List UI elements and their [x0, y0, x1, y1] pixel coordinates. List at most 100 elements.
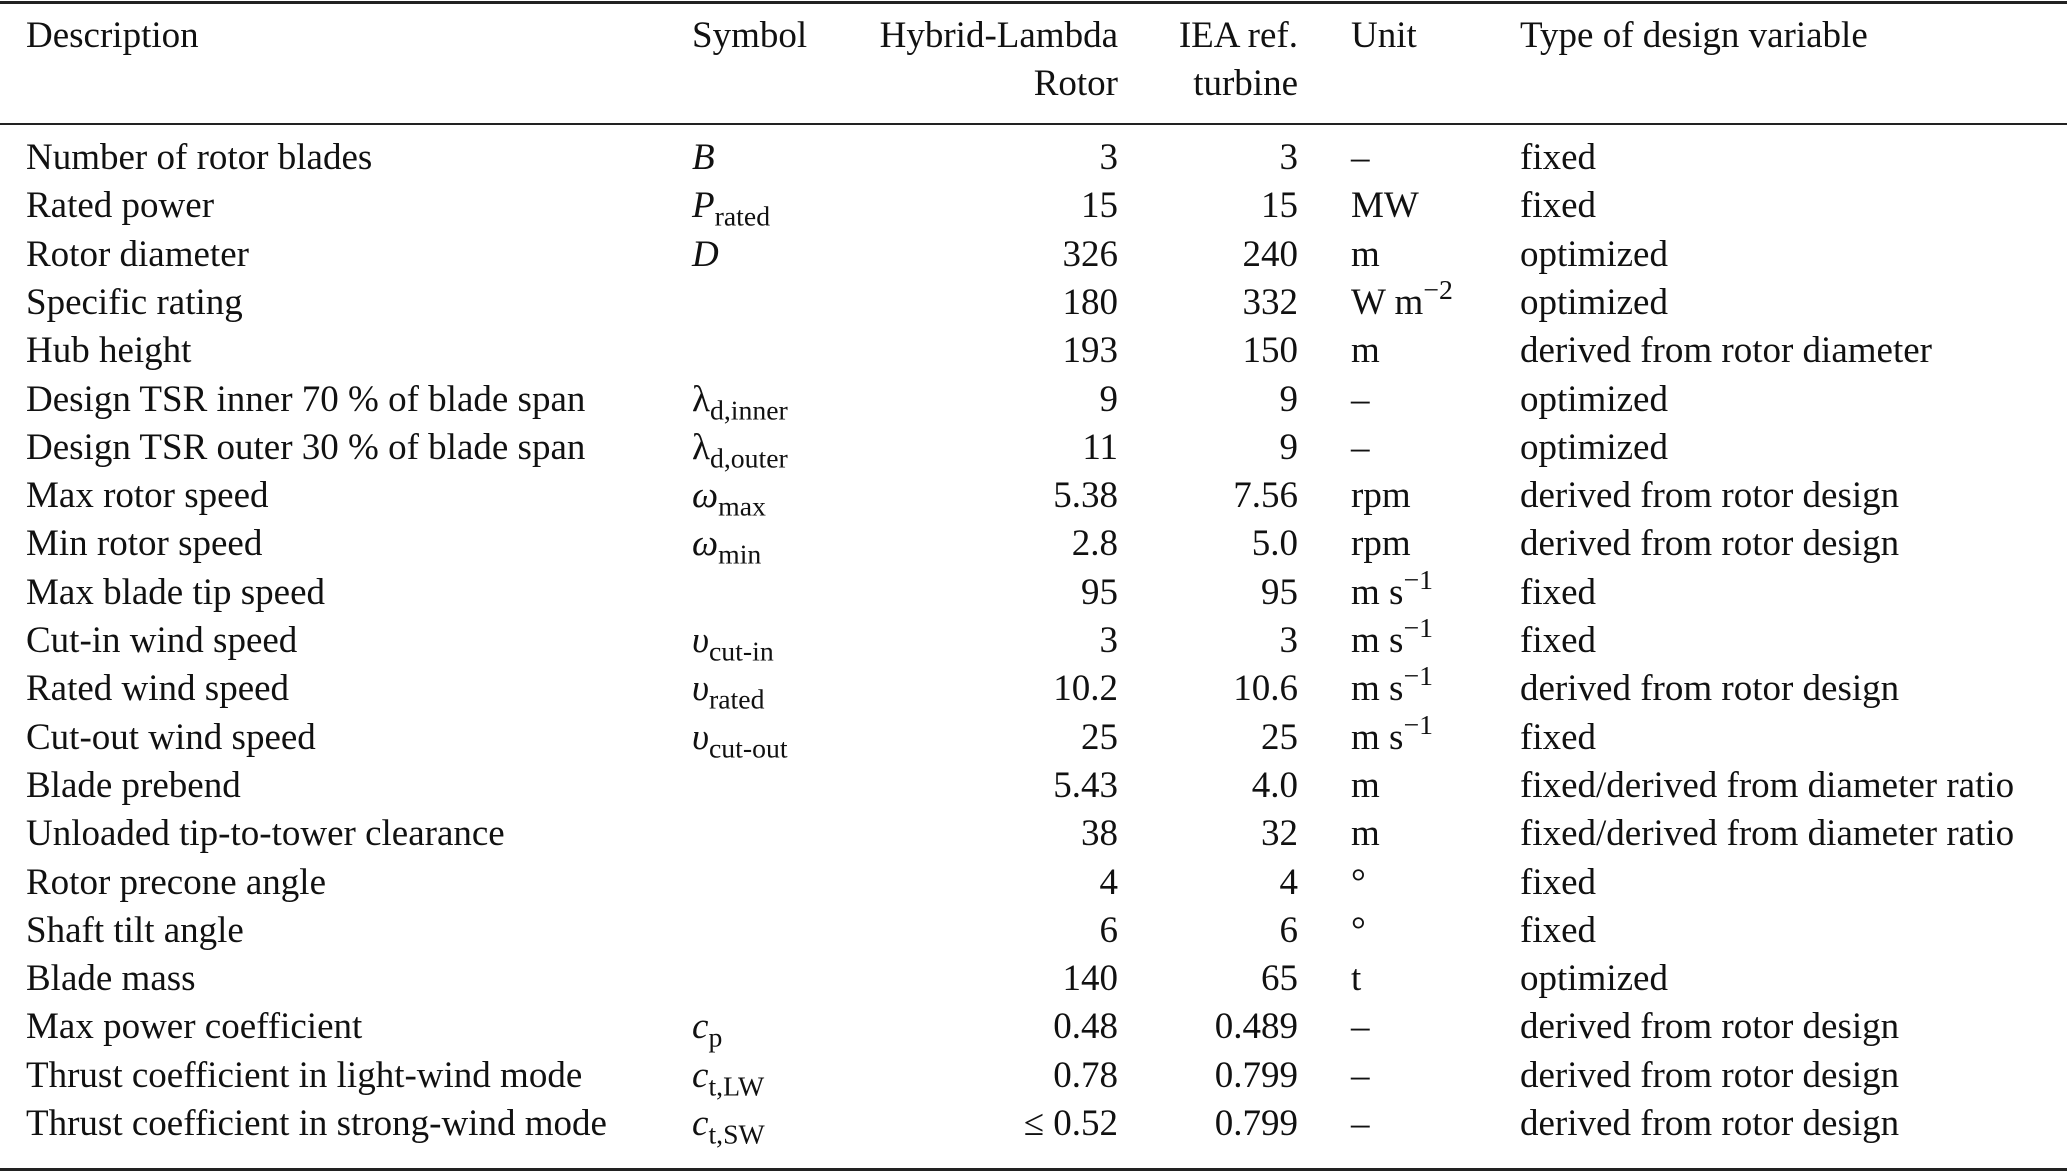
cell-symbol: D	[692, 233, 719, 277]
cell-hybrid-value: 25	[1081, 716, 1118, 758]
header-hybrid-line2: Rotor	[1033, 63, 1118, 104]
cell-unit: –	[1351, 378, 1370, 422]
symbol-base: υ	[692, 716, 709, 758]
cell-unit: rpm	[1351, 474, 1411, 518]
header-rule	[0, 123, 2067, 125]
cell-iea-value: 5.0	[1251, 523, 1298, 565]
symbol-base: P	[692, 185, 715, 227]
unit-base: MW	[1351, 185, 1419, 227]
symbol-subscript: max	[718, 491, 766, 523]
cell-type: optimized	[1520, 958, 1668, 1000]
cell-type: derived from rotor design	[1520, 475, 1900, 517]
unit-superscript: −1	[1403, 612, 1433, 644]
cell-type: fixed	[1520, 909, 1597, 951]
cell-hybrid-value: ≤ 0.52	[1023, 1103, 1118, 1144]
unit-base: –	[1351, 426, 1370, 468]
cell-type: derived from rotor design	[1520, 523, 1900, 565]
cell-description: Shaft tilt angle	[26, 909, 244, 951]
cell-symbol: cp	[692, 1005, 722, 1052]
symbol-subscript: t,SW	[708, 1119, 765, 1151]
symbol-base: D	[692, 233, 719, 275]
cell-hybrid-value: 3	[1099, 137, 1119, 178]
cell-type: optimized	[1520, 378, 1668, 420]
unit-base: W m	[1351, 281, 1424, 323]
cell-iea-value: 6	[1279, 909, 1299, 951]
symbol-subscript: min	[718, 539, 762, 571]
cell-unit: t	[1351, 957, 1361, 1001]
cell-iea-value: 32	[1261, 813, 1298, 855]
cell-symbol: ct,SW	[692, 1102, 765, 1149]
cell-symbol: ct,LW	[692, 1054, 764, 1101]
symbol-base: λ	[692, 426, 710, 468]
cell-hybrid-value: 6	[1099, 909, 1119, 951]
cell-hybrid-value: 326	[1062, 233, 1119, 275]
symbol-base: c	[692, 1006, 709, 1048]
cell-hybrid-value: 140	[1062, 958, 1119, 1000]
cell-unit: °	[1351, 909, 1366, 953]
cell-iea-value: 9	[1279, 426, 1299, 468]
cell-symbol: λd,inner	[692, 378, 788, 425]
cell-type: fixed	[1520, 861, 1597, 903]
symbol-base: ω	[692, 523, 719, 565]
symbol-base: c	[692, 1103, 709, 1144]
symbol-base: ω	[692, 475, 719, 517]
cell-description: Specific rating	[26, 281, 243, 323]
cell-type: fixed	[1520, 620, 1597, 661]
cell-iea-value: 0.489	[1214, 1006, 1298, 1048]
cell-type: derived from rotor diameter	[1520, 330, 1932, 372]
unit-base: –	[1351, 137, 1370, 178]
cell-description: Max blade tip speed	[26, 571, 325, 613]
cell-unit: W m−2	[1351, 276, 1453, 325]
cell-description: Design TSR inner 70 % of blade span	[26, 378, 586, 420]
unit-base: rpm	[1351, 475, 1411, 517]
cell-type: derived from rotor design	[1520, 1006, 1900, 1048]
cell-symbol: ωmin	[692, 522, 761, 569]
symbol-subscript: d,inner	[709, 394, 788, 426]
cell-type: derived from rotor design	[1520, 668, 1900, 710]
cell-iea-value: 240	[1242, 233, 1299, 275]
cell-hybrid-value: 3	[1099, 620, 1119, 661]
cell-description: Number of rotor blades	[26, 137, 373, 178]
cell-description: Hub height	[26, 330, 192, 372]
unit-superscript: −1	[1403, 661, 1433, 693]
cell-description: Thrust coefficient in light-wind mode	[26, 1054, 583, 1096]
header-description: Description	[26, 15, 199, 56]
unit-superscript: −2	[1423, 274, 1453, 306]
symbol-subscript: cut-in	[708, 636, 774, 668]
header-unit: Unit	[1351, 15, 1417, 56]
cell-hybrid-value: 0.48	[1053, 1006, 1118, 1048]
cell-hybrid-value: 193	[1062, 330, 1119, 372]
cell-unit: rpm	[1351, 522, 1411, 566]
unit-base: m	[1351, 233, 1380, 275]
cell-unit: –	[1351, 1054, 1370, 1098]
unit-base: m	[1351, 764, 1380, 806]
cell-hybrid-value: 5.43	[1053, 764, 1118, 806]
cell-type: fixed	[1520, 137, 1597, 178]
cell-iea-value: 4	[1279, 861, 1299, 903]
cell-unit: –	[1351, 426, 1370, 470]
cell-hybrid-value: 180	[1062, 281, 1119, 323]
cell-iea-value: 7.56	[1233, 475, 1298, 517]
cell-unit: m s−1	[1351, 711, 1433, 760]
cell-symbol: υrated	[692, 667, 764, 714]
cell-iea-value: 3	[1279, 137, 1299, 178]
cell-unit: MW	[1351, 184, 1419, 228]
unit-base: –	[1351, 1006, 1370, 1048]
cell-symbol: λd,outer	[692, 426, 788, 473]
cell-unit: m	[1351, 764, 1380, 808]
cell-unit: °	[1351, 861, 1366, 905]
unit-base: m	[1351, 813, 1380, 855]
unit-base: –	[1351, 378, 1370, 420]
cell-iea-value: 0.799	[1214, 1103, 1298, 1144]
unit-base: m	[1351, 330, 1380, 372]
cell-description: Cut-in wind speed	[26, 620, 298, 661]
symbol-base: c	[692, 1054, 709, 1096]
cell-unit: m	[1351, 233, 1380, 277]
cell-description: Thrust coefficient in strong-wind mode	[26, 1103, 607, 1144]
unit-superscript: −1	[1403, 709, 1433, 741]
cell-iea-value: 0.799	[1214, 1054, 1298, 1096]
cell-description: Blade prebend	[26, 764, 241, 806]
symbol-subscript: d,outer	[709, 443, 788, 475]
cell-description: Rated power	[26, 185, 215, 227]
cell-unit: m s−1	[1351, 614, 1433, 663]
